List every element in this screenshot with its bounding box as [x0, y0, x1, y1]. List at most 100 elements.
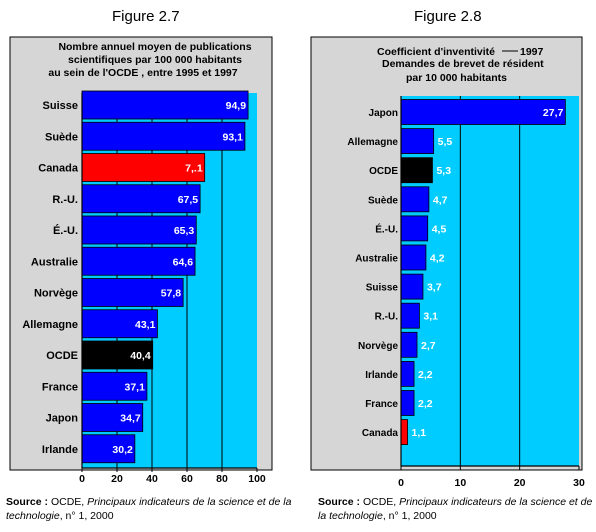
category-label: Norvège: [358, 341, 398, 352]
bar: [400, 215, 429, 242]
category-label: France: [365, 399, 398, 410]
bar: [400, 390, 415, 416]
chart-title-line: 1997: [520, 46, 544, 58]
bar: [81, 434, 136, 464]
data-label: 40,4: [130, 350, 151, 362]
data-label: 34,7: [120, 413, 141, 425]
bar: [400, 419, 408, 446]
source-label: Source :: [318, 496, 361, 508]
category-label: Irlande: [42, 444, 78, 456]
bar: [400, 186, 430, 213]
category-label: Suisse: [366, 283, 399, 294]
source-issue: , n° 1, 2000: [59, 510, 114, 522]
source-org: OCDE,: [362, 496, 397, 508]
bar: [81, 153, 206, 182]
bar: [81, 121, 246, 151]
data-label: 5,5: [438, 136, 453, 148]
category-label: OCDE: [46, 350, 78, 362]
category-label: Allemagne: [347, 137, 398, 148]
category-label: É.-U.: [375, 222, 398, 235]
bar: [81, 90, 249, 120]
category-label: R.-U.: [52, 194, 78, 206]
category-label: Japon: [369, 108, 398, 119]
figure-2-8-title: Figure 2.8: [414, 8, 482, 25]
bar: [81, 278, 184, 307]
data-label: 57,8: [161, 288, 182, 300]
source-org: OCDE,: [50, 496, 85, 508]
chart-title-line: Demandes de brevet de résident: [382, 58, 544, 70]
bar: [81, 215, 197, 245]
data-label: 27,7: [543, 107, 564, 119]
category-label: Allemagne: [22, 319, 78, 331]
bar: [400, 244, 427, 271]
category-label: France: [42, 381, 78, 393]
category-label: É.-U.: [53, 224, 78, 237]
bar: [400, 360, 415, 387]
category-label: Australie: [31, 256, 78, 268]
bar: [81, 246, 196, 276]
source-label: Source :: [6, 496, 49, 508]
data-label: 2,2: [418, 398, 433, 410]
x-tick-label: 40: [146, 473, 158, 485]
bar: [400, 99, 566, 125]
x-tick-label: 100: [248, 473, 266, 485]
bar: [81, 403, 144, 432]
data-label: 7,.1: [185, 163, 203, 175]
data-label: 5,3: [436, 165, 451, 177]
x-tick-label: 0: [398, 477, 404, 489]
data-label: 43,1: [135, 319, 156, 331]
category-label: Irlande: [365, 370, 398, 381]
data-label: 3,7: [427, 282, 442, 294]
data-label: 2,2: [418, 369, 433, 381]
data-label: 1,1: [412, 427, 427, 439]
source-note-1: Source : OCDE, Principaux indicateurs de…: [6, 495, 296, 523]
data-label: 37,1: [124, 381, 145, 393]
bar: [81, 309, 158, 339]
category-label: Japon: [46, 413, 79, 425]
chart-title-line: Coefficient d'inventivité: [377, 46, 495, 58]
bar: [81, 340, 154, 370]
bar: [400, 157, 433, 184]
data-label: 93,1: [222, 131, 243, 143]
source-note-2: Source : OCDE, Principaux indicateurs de…: [318, 495, 596, 523]
chart-title-line: par 10 000 habitants: [406, 72, 507, 84]
source-issue: , n° 1, 2000: [382, 510, 437, 522]
category-label: Australie: [355, 254, 398, 265]
x-tick-label: 20: [111, 473, 123, 485]
bar: [81, 371, 148, 401]
data-label: 30,2: [112, 444, 133, 456]
data-label: 3,1: [423, 311, 438, 323]
category-label: Suisse: [43, 100, 78, 112]
x-tick-label: 0: [79, 473, 85, 485]
x-tick-label: 20: [514, 477, 526, 489]
chart-title-line: scientifiques par 100 000 habitants: [68, 54, 242, 66]
bar: [400, 273, 424, 300]
bar: [81, 184, 201, 214]
data-label: 4,7: [433, 194, 448, 206]
data-label: 2,7: [421, 340, 436, 352]
bar: [400, 302, 420, 329]
data-label: 67,5: [178, 194, 199, 206]
data-label: 4,2: [430, 253, 445, 265]
x-tick-label: 80: [216, 473, 228, 485]
category-label: Canada: [362, 428, 399, 439]
x-tick-label: 60: [181, 473, 193, 485]
bar: [400, 331, 418, 358]
chart-title-line: Nombre annuel moyen de publications: [58, 41, 251, 53]
category-label: Canada: [38, 163, 79, 175]
source-publication: Principaux indicateurs de la science et …: [318, 496, 593, 522]
data-label: 64,6: [173, 256, 194, 268]
figure-2-7-title: Figure 2.7: [112, 8, 180, 25]
data-label: 94,9: [226, 100, 247, 112]
data-label: 65,3: [174, 225, 195, 237]
category-label: Norvège: [34, 288, 78, 300]
source-publication: Principaux indicateurs de la science et …: [6, 496, 292, 522]
chart-publications: Nombre annuel moyen de publicationsscien…: [9, 36, 273, 485]
category-label: R.-U.: [375, 312, 399, 323]
chart-title-line: au sein de l'OCDE , entre 1995 et 1997: [48, 67, 237, 79]
category-label: Suède: [368, 195, 398, 206]
x-tick-label: 30: [573, 477, 585, 489]
data-label: 4,5: [432, 223, 447, 235]
